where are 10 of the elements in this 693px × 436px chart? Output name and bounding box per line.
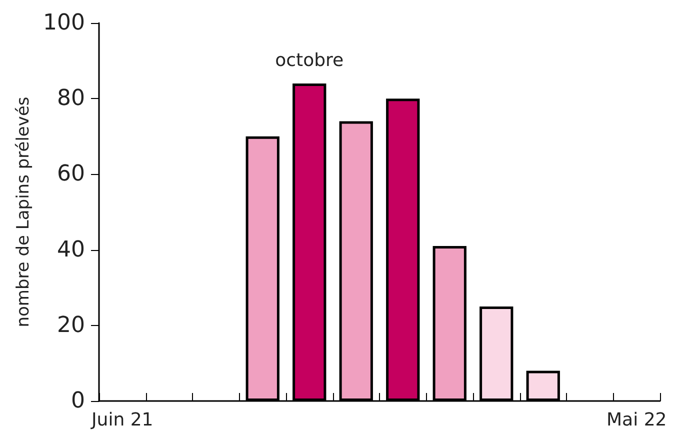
y-tick-label: 100 xyxy=(43,10,85,36)
y-axis-title: nombre de Lapins prélevés xyxy=(14,96,34,328)
y-tick-label: 80 xyxy=(57,86,85,112)
annotation: octobre xyxy=(275,50,344,71)
y-tick-label: 20 xyxy=(57,312,85,338)
x-tick-label: Juin 21 xyxy=(90,410,154,430)
x-tick-label: Mai 22 xyxy=(606,410,667,430)
y-tick-label: 60 xyxy=(57,162,85,187)
y-tick-label: 40 xyxy=(57,237,85,262)
y-tick-label: 0 xyxy=(71,388,85,414)
